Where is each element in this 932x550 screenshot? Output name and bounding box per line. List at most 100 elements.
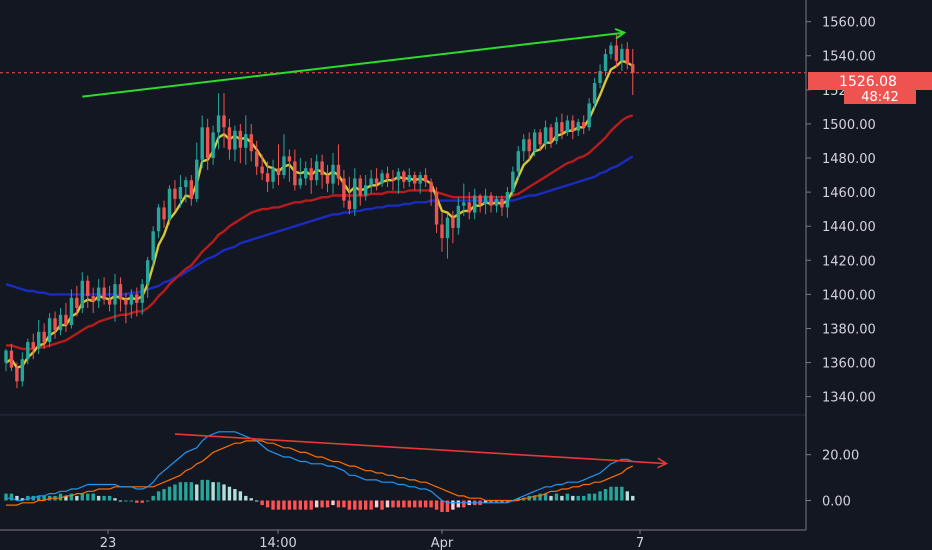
- candle-body: [353, 178, 357, 210]
- candle-body: [489, 195, 493, 206]
- macd-tick-label: 20.00: [822, 449, 859, 464]
- histogram-bar: [560, 495, 564, 501]
- candle: [42, 323, 46, 349]
- candle: [385, 166, 390, 187]
- candle: [407, 168, 411, 187]
- histogram-bar: [364, 500, 368, 510]
- candle-body: [222, 115, 226, 128]
- candle-body: [587, 103, 591, 128]
- candle-body: [511, 171, 515, 193]
- candle: [598, 64, 602, 89]
- candle: [86, 275, 90, 309]
- trendline-segment: [82, 32, 617, 98]
- candle: [402, 169, 406, 189]
- candle-body: [135, 294, 139, 303]
- candle-body: [385, 173, 390, 179]
- candle-body: [483, 195, 488, 205]
- histogram-bar: [462, 500, 466, 508]
- candle-body: [244, 134, 248, 148]
- candle: [538, 129, 542, 152]
- candle-body: [156, 207, 161, 232]
- macd-trendline[interactable]: [174, 433, 669, 469]
- candle: [96, 279, 101, 309]
- price-tick-label: 1460.00: [822, 186, 876, 201]
- candle-body: [374, 178, 379, 184]
- histogram-bar: [249, 498, 253, 501]
- histogram-bar: [625, 491, 629, 501]
- candle: [113, 273, 117, 322]
- histogram-bar: [347, 500, 352, 510]
- histogram-bar: [413, 500, 417, 508]
- candle: [91, 287, 95, 314]
- histogram-bar: [140, 500, 144, 503]
- candle: [625, 42, 629, 70]
- histogram-bar: [20, 498, 25, 501]
- histogram-bar: [609, 486, 613, 501]
- candle-body: [609, 45, 613, 55]
- time-tick-label: Apr: [431, 536, 454, 550]
- candle-body: [538, 132, 542, 145]
- candle: [560, 113, 564, 140]
- candle-body: [53, 318, 57, 331]
- candle-body: [565, 120, 570, 133]
- candle: [80, 272, 84, 314]
- macd-axis[interactable]: 20.00 0.00: [806, 449, 859, 510]
- candle: [15, 362, 19, 389]
- candle-body: [287, 156, 292, 162]
- candle: [473, 188, 477, 220]
- candle-body: [451, 217, 455, 228]
- candle-body: [445, 217, 450, 239]
- histogram-bar: [64, 495, 68, 501]
- candle: [418, 171, 422, 194]
- candle: [222, 93, 226, 148]
- histogram-bar: [244, 495, 248, 501]
- candle-body: [205, 127, 210, 159]
- candle-body: [293, 161, 297, 186]
- candle-body: [560, 122, 564, 133]
- candle-body: [184, 180, 188, 187]
- candle: [358, 175, 362, 206]
- candle: [500, 195, 504, 216]
- candle: [462, 183, 466, 216]
- candle-body: [200, 127, 204, 160]
- candle: [532, 129, 537, 157]
- histogram-bar: [620, 486, 624, 501]
- candle: [173, 180, 177, 211]
- candle-body: [614, 45, 619, 61]
- candle-body: [15, 367, 19, 382]
- histogram-bar: [538, 493, 542, 501]
- price-trendline[interactable]: [82, 27, 627, 98]
- candle-body: [364, 185, 368, 196]
- candle: [282, 134, 286, 179]
- candle-body: [233, 130, 237, 150]
- time-axis[interactable]: 23 14:00 Apr 7: [100, 530, 644, 550]
- candle: [146, 256, 150, 298]
- histogram-bar: [118, 500, 123, 502]
- candle: [31, 333, 35, 360]
- candle: [107, 285, 112, 312]
- candle: [582, 115, 586, 135]
- candle-body: [549, 127, 553, 141]
- time-tick-label: 7: [636, 536, 644, 550]
- histogram-bar: [260, 500, 264, 506]
- candle-body: [598, 71, 602, 84]
- macd-trendline-arrowhead: [657, 457, 669, 469]
- candle-body: [527, 139, 531, 152]
- candle-body: [64, 314, 68, 326]
- candle: [244, 115, 248, 165]
- last-price-tag: 1526.08 48:42: [808, 72, 932, 105]
- candle-body: [31, 342, 35, 349]
- candle: [255, 140, 259, 176]
- candle: [178, 175, 183, 208]
- candle: [364, 175, 368, 201]
- candle: [571, 115, 575, 140]
- candle: [260, 154, 264, 181]
- candle-body: [227, 127, 232, 150]
- candle-body: [434, 192, 439, 225]
- histogram-bar: [184, 482, 188, 501]
- last-price-box: [808, 72, 932, 90]
- candle-body: [124, 299, 128, 305]
- candle: [249, 123, 253, 162]
- candle: [396, 168, 401, 194]
- histogram-bar: [320, 500, 324, 508]
